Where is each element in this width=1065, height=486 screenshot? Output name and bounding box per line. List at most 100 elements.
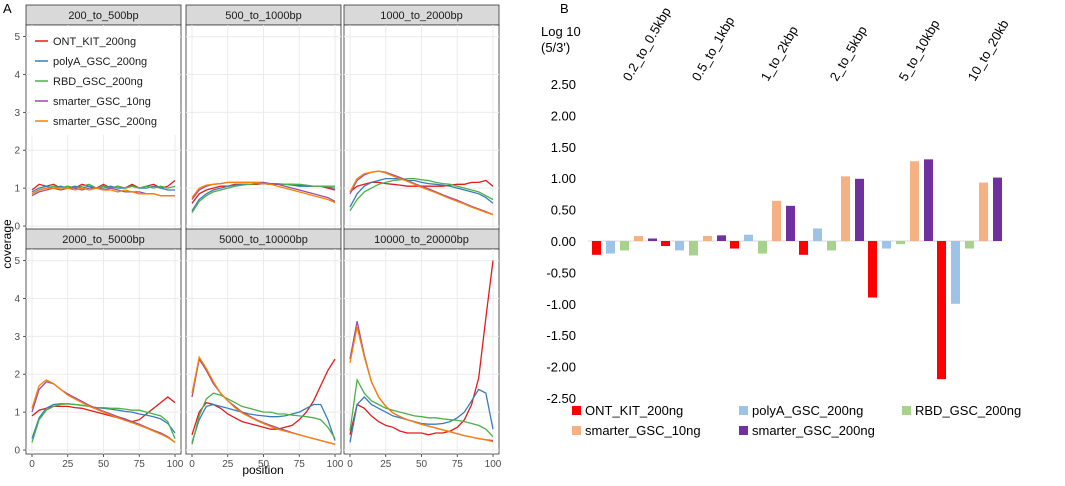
y-tick-label: -2.50 [546,391,576,406]
y-tick-label: 1.00 [551,171,576,186]
bar-rbd_gsc_200ng [896,241,905,245]
coverage-line-rbd_gsc_200ng [31,403,176,443]
chart-title-line: (5/3') [541,40,570,55]
bar-rbd_gsc_200ng [689,241,698,256]
y-tick-label: 0.50 [551,203,576,218]
x-tick-label: 0 [189,459,195,470]
bar-polya_gsc_200ng [606,241,615,254]
facet-strip-label: 1000_to_2000bp [380,10,463,22]
legend-label: smarter_GSC_200ng [752,423,875,438]
bar-polya_gsc_200ng [744,234,753,241]
bar-ont_kit_200ng [868,241,877,298]
legend-label: smarter_GSC_10ng [53,96,151,108]
x-tick-label: 75 [294,459,306,470]
facet-strip-label: 10000_to_20000bp [374,234,469,246]
chart-title-line: Log 10 [541,24,581,39]
y-tick-label: 0 [14,222,20,233]
bar-smarter_gsc_200ng [924,159,933,241]
coverage-line-smarter_gsc_200ng [349,170,494,216]
x-tick-label: 0 [347,459,353,470]
bar-smarter_gsc_10ng [703,235,712,241]
x-tick-label: 0 [29,459,35,470]
legend-label: polyA_GSC_200ng [752,403,863,418]
y-tick-label: -0.50 [546,265,576,280]
coverage-line-rbd_gsc_200ng [349,377,494,438]
bar-rbd_gsc_200ng [758,241,767,254]
legend-label: ONT_KIT_200ng [53,36,136,48]
bar-ont_kit_200ng [661,241,670,247]
bar-polya_gsc_200ng [813,228,822,241]
x-tick-label: 25 [380,459,392,470]
bar-smarter_gsc_200ng [717,235,726,241]
bar-smarter_gsc_10ng [634,235,643,241]
legend-swatch-smarter_gsc_10ng [572,426,581,435]
coverage-line-polya_gsc_200ng [349,177,494,208]
y-tick-label: 2.50 [551,77,576,92]
legend-label: smarter_GSC_200ng [53,116,157,128]
facet-strip-label: 500_to_1000bp [225,10,301,22]
y-tick-label: 5 [14,256,20,267]
facet-strip-label: 2000_to_5000bp [62,234,145,246]
y-tick-label: 4 [14,70,20,81]
coverage-facet-plot: 200_to_500bp 0 1 2 3 4 5 500_to_1000bp 1000_to_2… [0,4,502,477]
coverage-line-rbd_gsc_200ng [349,177,494,212]
bar-ont_kit_200ng [937,241,946,380]
bar-ont_kit_200ng [592,241,601,255]
bar-smarter_gsc_200ng [786,205,795,241]
coverage-line-rbd_gsc_200ng [31,183,176,195]
y-tick-label: 0.00 [551,234,576,249]
category-label: 5_to_10kbp [896,17,943,83]
coverage-line-smarter_gsc_200ng [31,379,176,443]
legend-swatch-rbd_gsc_200ng [902,406,911,415]
bar-smarter_gsc_10ng [772,200,781,241]
legend-label: polyA_GSC_200ng [53,56,147,68]
legend: ONT_KIT_200ng polyA_GSC_200ng RBD_GSC_200n… [30,27,178,135]
y-tick-label: 3 [14,332,20,343]
category-label: 2_to_5kbp [827,23,870,83]
bar-smarter_gsc_10ng [910,161,919,241]
category-label: 10_to_20kb [965,17,1012,83]
legend-swatch-polya_gsc_200ng [739,406,748,415]
y-tick-label: 4 [14,294,20,305]
legend-label: RBD_GSC_200ng [53,76,143,88]
bar-smarter_gsc_10ng [841,176,850,241]
bar-polya_gsc_200ng [882,241,891,249]
bar-smarter_gsc_200ng [993,177,1002,241]
legend-swatch-smarter_gsc_200ng [739,426,748,435]
x-tick-label: 50 [98,459,110,470]
panel-b-label: B [560,1,569,16]
coverage-line-polya_gsc_200ng [191,403,336,443]
category-label: 1_to_2kbp [758,23,801,83]
y-tick-label: -1.00 [546,297,576,312]
coverage-line-smarter_gsc_200ng [191,355,336,445]
bar-smarter_gsc_10ng [979,182,988,241]
y-tick-label: 1 [14,184,20,195]
y-tick-label: 2.00 [551,108,576,123]
x-tick-label: 75 [452,459,464,470]
y-tick-label: 2 [14,370,20,381]
coverage-line-smarter_gsc_200ng [31,187,175,197]
facet-strip-label: 5000_to_10000bp [219,234,308,246]
bar-rbd_gsc_200ng [965,241,974,249]
y-tick-label: -2.00 [546,360,576,375]
x-tick-label: 100 [485,459,502,470]
y-tick-label: 2 [14,146,20,157]
category-label: 0.5_to_1kbp [689,14,738,83]
bar-polya_gsc_200ng [675,241,684,251]
coverage-line-smarter_gsc_200ng [349,326,494,443]
legend-label: RBD_GSC_200ng [915,403,1021,418]
legend-label: smarter_GSC_10ng [585,423,701,438]
y-tick-label: 1 [14,408,20,419]
legend-swatch-ont_kit_200ng [572,406,581,415]
x-axis-title: position [242,463,283,477]
y-tick-label: 1.50 [551,140,576,155]
category-label: 0.2_to_0.5kbp [620,5,674,84]
coverage-line-rbd_gsc_200ng [191,392,336,445]
y-tick-label: 3 [14,108,20,119]
y-tick-label: 0 [14,446,20,457]
x-tick-label: 75 [134,459,146,470]
bar-ont_kit_200ng [799,241,808,255]
y-axis-title: coverage [0,219,14,269]
coverage-line-ont_kit_200ng [31,179,176,191]
